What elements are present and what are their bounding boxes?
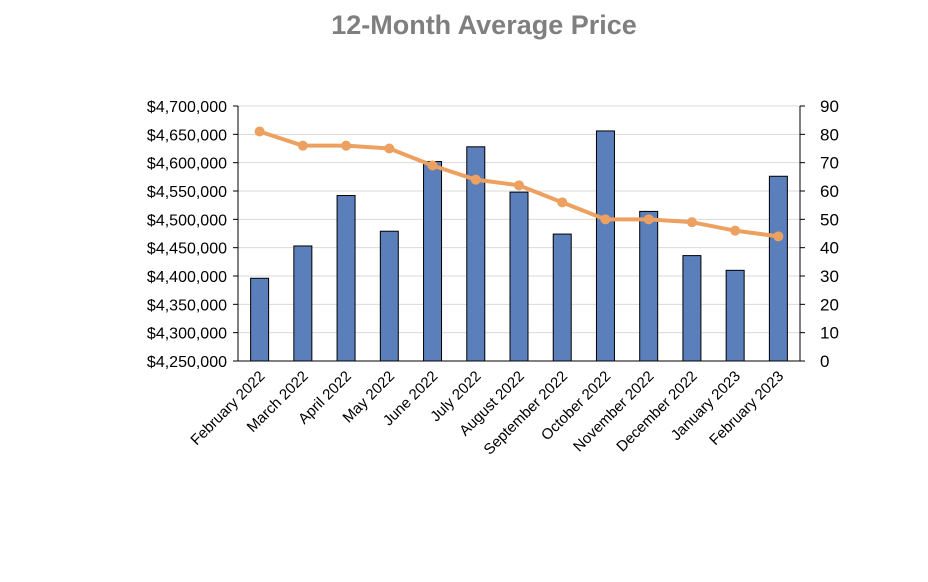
line-point [254, 126, 265, 137]
chart-title: 12-Month Average Price [331, 10, 637, 40]
line-point [384, 143, 395, 154]
left-tick-label: $4,500,000 [147, 212, 227, 229]
right-tick-label: 90 [820, 97, 839, 116]
bar [379, 230, 399, 362]
left-tick-label: $4,250,000 [147, 354, 227, 371]
right-tick-label: 0 [820, 352, 829, 371]
right-tick-label: 70 [820, 154, 839, 173]
line-point [773, 231, 784, 242]
line-series [254, 126, 784, 242]
line-point [730, 225, 741, 236]
line-point [470, 174, 481, 185]
bar [768, 175, 788, 362]
bar [595, 130, 615, 362]
bar [293, 245, 313, 362]
bar [552, 233, 572, 362]
axes [233, 105, 805, 362]
category-label: February 2022 [187, 368, 268, 449]
right-tick-label: 10 [820, 324, 839, 343]
left-tick-label: $4,650,000 [147, 127, 227, 144]
bar [423, 161, 443, 362]
line-point [514, 180, 524, 191]
bar [682, 255, 702, 362]
line-point [686, 217, 697, 228]
right-tick-label: 40 [820, 239, 839, 258]
left-tick-label: $4,550,000 [147, 184, 227, 201]
right-tick-label: 20 [820, 295, 839, 314]
left-tick-label: $4,700,000 [147, 99, 227, 116]
left-tick-label: $4,300,000 [147, 326, 227, 343]
line-point [297, 140, 308, 151]
bar [509, 191, 529, 362]
right-tick-label: 30 [820, 267, 839, 286]
left-tick-label: $4,350,000 [147, 297, 227, 314]
right-tick-label: 60 [820, 182, 839, 201]
bar [250, 277, 270, 362]
right-tick-label: 80 [820, 125, 839, 144]
left-tick-label: $4,600,000 [147, 156, 227, 173]
left-axis-ticks: $4,250,000 $4,300,000 $4,350,000 $4,400,000… [147, 99, 227, 371]
line-point [427, 160, 438, 171]
line-point [557, 197, 568, 208]
bar [639, 210, 659, 362]
bar [725, 269, 745, 362]
right-tick-label: 50 [820, 210, 839, 229]
bar-series [250, 130, 788, 362]
line-point [341, 140, 352, 151]
right-axis-ticks: 0 10 20 30 40 50 60 70 80 90 [820, 97, 839, 371]
bar [336, 195, 356, 362]
line-point [643, 214, 654, 225]
left-tick-label: $4,400,000 [147, 269, 227, 286]
line-point [600, 214, 611, 225]
left-tick-label: $4,450,000 [147, 241, 227, 258]
category-label: February 2023 [706, 368, 787, 449]
